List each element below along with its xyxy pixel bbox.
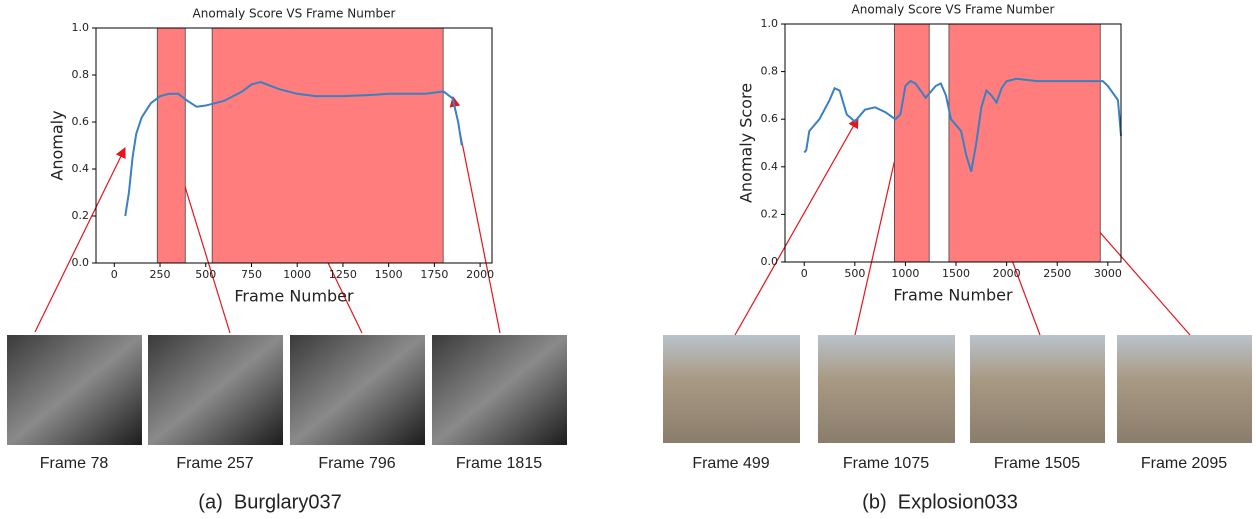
panel-caption: (a) Burglary037 (198, 491, 341, 513)
thumbnail (663, 335, 800, 443)
x-tick-label: 0 (801, 267, 808, 280)
x-tick-label: 1250 (329, 268, 357, 281)
chart-title: Anomaly Score VS Frame Number (193, 7, 396, 21)
y-tick-label: 0.0 (72, 256, 90, 269)
x-tick-label: 2000 (466, 268, 494, 281)
y-axis-label: Anomaly (48, 110, 67, 180)
x-tick-label: 1000 (891, 267, 919, 280)
panel-caption: (b) Explosion033 (862, 491, 1018, 513)
y-axis-label: Anomaly Score (737, 83, 756, 203)
chart-title: Anomaly Score VS Frame Number (852, 3, 1055, 17)
thumbnail (7, 335, 142, 445)
thumbnail (432, 335, 567, 445)
thumbnails (7, 335, 1252, 445)
frame-label: Frame 1505 (994, 455, 1080, 472)
x-tick-label: 1500 (375, 268, 403, 281)
frame-label: Frame 257 (176, 455, 253, 472)
thumbnail (148, 335, 283, 445)
page: {"chart_data": [ {"type": "line", "title… (0, 0, 1256, 519)
shaded-region (894, 24, 929, 262)
frame-label: Frame 2095 (1141, 455, 1227, 472)
x-tick-label: 0 (111, 268, 118, 281)
x-axis-label: Frame Number (893, 286, 1013, 305)
x-tick-label: 500 (195, 268, 216, 281)
y-tick-label: 0.2 (761, 207, 779, 220)
y-tick-label: 0.4 (761, 160, 779, 173)
thumbnail (290, 335, 425, 445)
x-tick-label: 1500 (942, 267, 970, 280)
y-tick-label: 0.6 (761, 112, 779, 125)
frame-label: Frame 1075 (843, 455, 929, 472)
x-tick-label: 500 (844, 267, 865, 280)
frame-label: Frame 499 (692, 455, 769, 472)
shaded-region (949, 24, 1100, 262)
thumbnail (818, 335, 955, 443)
y-tick-label: 0.4 (72, 162, 90, 175)
y-tick-label: 0.2 (72, 209, 90, 222)
x-tick-label: 250 (150, 268, 171, 281)
y-tick-label: 0.8 (72, 68, 90, 81)
shaded-region (212, 28, 443, 263)
y-tick-label: 1.0 (72, 21, 90, 34)
x-tick-label: 750 (241, 268, 262, 281)
x-tick-label: 1750 (420, 268, 448, 281)
x-tick-label: 3000 (1094, 267, 1122, 280)
y-tick-label: 0.0 (761, 255, 779, 268)
shaded-region (157, 28, 185, 263)
thumbnail (970, 335, 1105, 443)
x-tick-label: 1000 (283, 268, 311, 281)
y-tick-label: 0.6 (72, 115, 90, 128)
frame-label: Frame 1815 (456, 455, 542, 472)
x-tick-label: 2000 (993, 267, 1021, 280)
frame-label: Frame 78 (40, 455, 109, 472)
thumbnail (1117, 335, 1252, 443)
x-tick-label: 2500 (1043, 267, 1071, 280)
frame-label: Frame 796 (318, 455, 395, 472)
x-axis-label: Frame Number (234, 287, 354, 306)
y-tick-label: 1.0 (761, 17, 779, 30)
figure: 0 250 500 750 1000 1250 1500 1750 2000 0.0 0.2 0.4 0… (0, 0, 1256, 519)
y-tick-label: 0.8 (761, 65, 779, 78)
